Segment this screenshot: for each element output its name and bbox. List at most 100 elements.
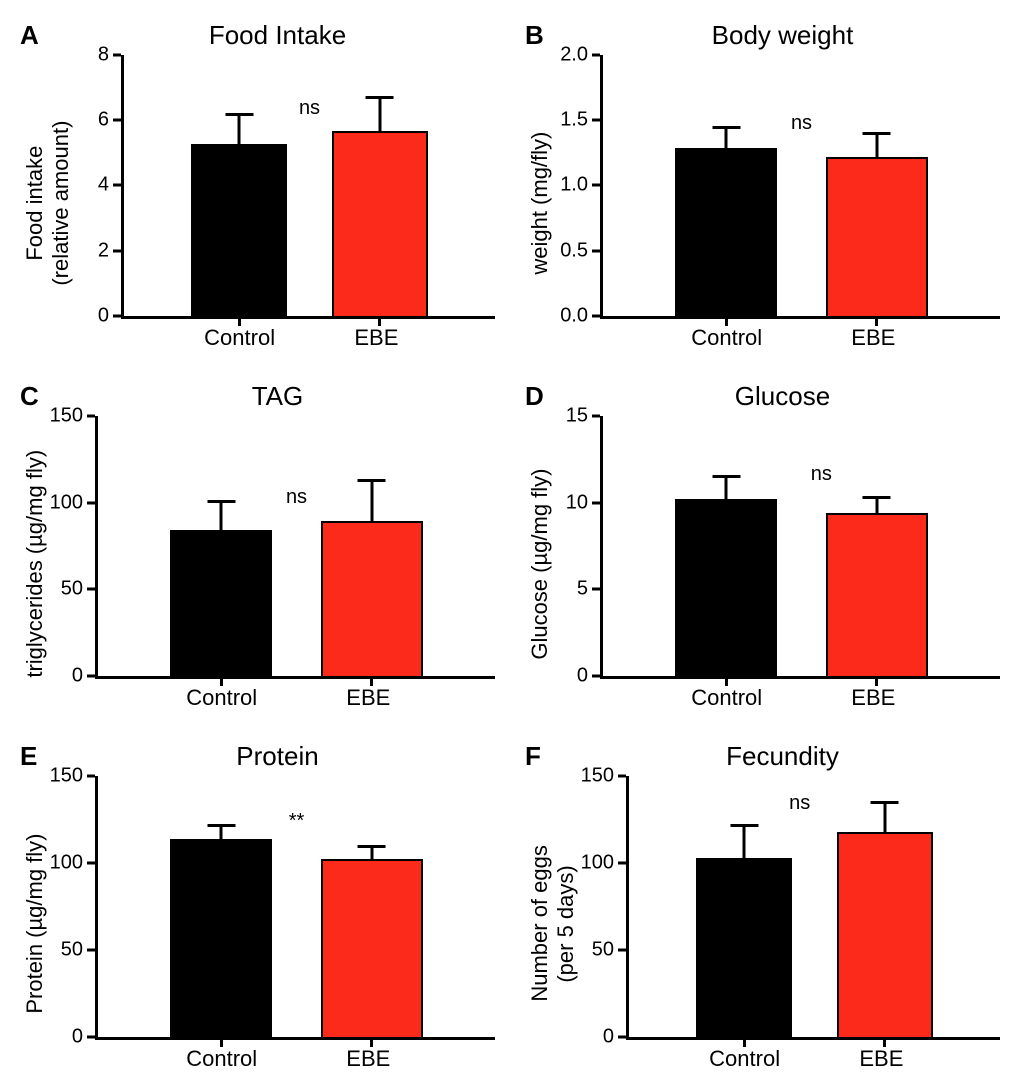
error-bar [883,802,886,833]
x-tick-label: Control [172,685,272,711]
bar-control [170,416,273,677]
error-bar [220,501,223,532]
bar [826,157,929,315]
panel-title: Protein [60,741,495,772]
bar-ebe [837,776,933,1037]
y-tick: 50 [61,578,95,601]
y-tick: 150 [50,404,95,427]
y-tick: 1.5 [560,109,600,132]
error-bar [875,497,878,514]
plot-region: 050100150** [95,776,495,1040]
panel-letter: E [20,741,37,772]
panel-c: CTAGtriglycerides (µg/mg fly)050100150ns… [20,381,495,712]
y-tick: 0.5 [560,239,600,262]
y-tick-label: 6 [98,109,113,132]
bar-ebe [826,55,929,316]
y-tick-label: 2 [98,239,113,262]
y-axis-label: Food intake (relative amount) [20,55,76,351]
y-tick-label: 100 [581,852,618,875]
y-tick: 100 [50,491,95,514]
y-tick: 4 [98,174,121,197]
y-tick-label: 0 [603,1025,618,1048]
panel-title: TAG [60,381,495,412]
y-axis-label: Number of eggs (per 5 days) [525,776,581,1072]
x-tick-label: Control [677,685,777,711]
significance-label: ns [789,792,810,815]
y-tick-label: 5 [577,578,592,601]
significance-label: ns [299,97,320,120]
y-tick-label: 150 [581,765,618,788]
panel-e: EProteinProtein (µg/mg fly)050100150**Co… [20,741,495,1072]
y-tick: 50 [61,939,95,962]
bar [191,144,287,315]
bar [170,839,273,1037]
y-tick: 2.0 [560,44,600,67]
plot-region: 02468ns [121,55,495,319]
bar-control [170,776,273,1037]
bar-control [675,416,778,677]
error-bar [875,133,878,159]
panel-title: Body weight [565,20,1000,51]
x-tick-label: EBE [823,685,923,711]
x-tick-label: EBE [318,1046,418,1072]
y-tick: 15 [566,404,600,427]
bar [696,858,792,1037]
panel-letter: D [525,381,544,412]
y-tick: 0 [603,1025,626,1048]
figure-grid: AFood IntakeFood intake (relative amount… [20,20,1000,1072]
error-bar [725,476,728,500]
y-tick-label: 100 [50,491,87,514]
x-tick-label: EBE [318,685,418,711]
bar [675,148,778,316]
panel-b: B Body weight weight (mg/fly)0.0 0.5 1.0 1.5 2… [525,20,1000,351]
error-bar [743,825,746,860]
chart-area: Protein (µg/mg fly)050100150**ControlEBE [20,776,495,1072]
y-tick-label: 150 [50,404,87,427]
panel-title: Fecundity [565,741,1000,772]
x-tick-label: Control [677,325,777,351]
bar-ebe [332,55,428,316]
x-tick-label: EBE [823,325,923,351]
y-tick-label: 8 [98,44,113,67]
y-tick: 5 [577,578,600,601]
y-tick-label: 1.5 [560,109,592,132]
chart-area: weight (mg/fly)0.00.51.01.52.0nsControlE… [525,55,1000,351]
y-tick: 50 [592,939,626,962]
x-tick-label: Control [172,1046,272,1072]
bar [321,859,424,1037]
y-tick-label: 0 [98,304,113,327]
y-tick: 1.0 [560,174,600,197]
panel-letter: B [525,20,544,51]
bar [675,499,778,677]
error-bar [220,825,223,841]
y-axis-label: Glucose (µg/mg fly) [525,416,555,712]
y-axis-label: weight (mg/fly) [525,55,555,351]
panel-a: AFood IntakeFood intake (relative amount… [20,20,495,351]
y-tick-label: 50 [592,939,618,962]
y-tick: 2 [98,239,121,262]
y-tick: 150 [581,765,626,788]
bar-control [675,55,778,316]
y-tick-label: 2.0 [560,44,592,67]
y-axis-label: triglycerides (µg/mg fly) [20,416,50,712]
bar-control [191,55,287,316]
bar-ebe [321,776,424,1037]
y-tick: 100 [50,852,95,875]
y-tick-label: 0.0 [560,304,592,327]
bar [826,513,929,677]
y-tick-label: 10 [566,491,592,514]
y-tick-label: 0 [72,665,87,688]
y-tick: 0 [72,665,95,688]
y-tick-label: 50 [61,939,87,962]
y-tick-label: 0 [577,665,592,688]
y-tick: 100 [581,852,626,875]
y-tick-label: 150 [50,765,87,788]
panel-letter: F [525,741,541,772]
y-tick-label: 0.5 [560,239,592,262]
chart-area: Glucose (µg/mg fly)051015nsControlEBE [525,416,1000,712]
error-bar [370,846,373,862]
error-bar [238,114,241,147]
bar [837,832,933,1037]
y-tick-label: 15 [566,404,592,427]
significance-label: ns [811,463,832,486]
